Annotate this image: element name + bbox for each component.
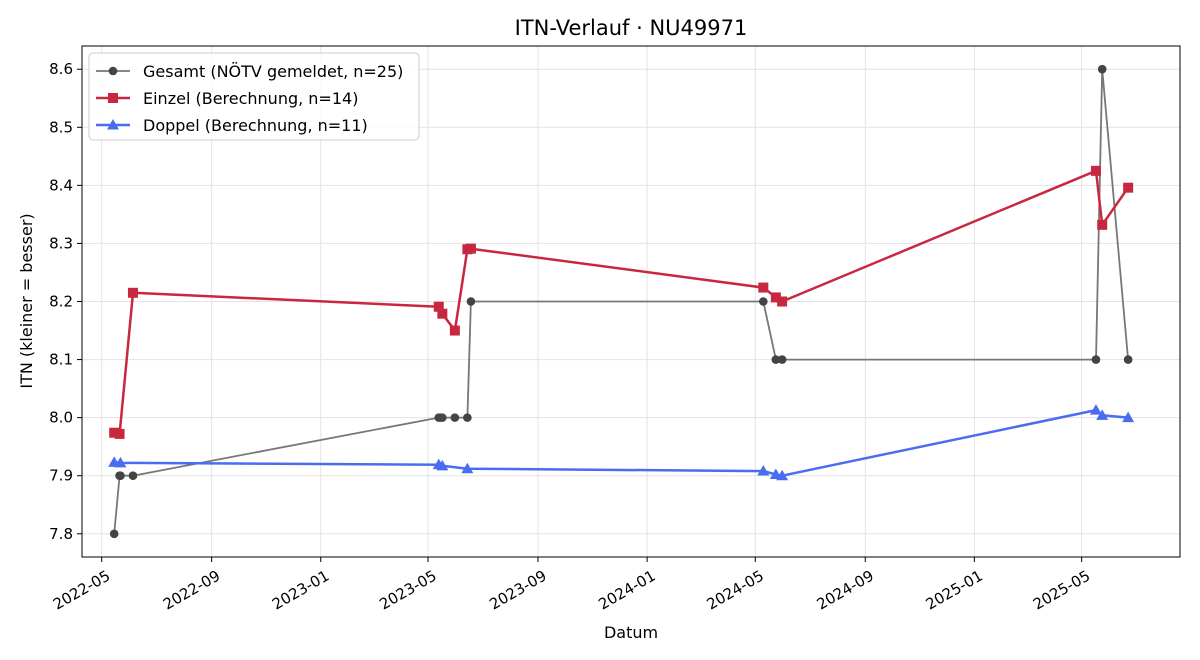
x-axis-label: Datum	[604, 623, 658, 642]
y-tick-label: 7.8	[49, 525, 73, 543]
y-tick-label: 8.2	[49, 293, 73, 311]
data-point-circle	[450, 413, 460, 422]
data-point-circle	[466, 297, 476, 306]
data-point-square	[1123, 182, 1134, 193]
data-point-circle	[116, 471, 125, 481]
series-square	[109, 165, 1134, 439]
data-point-triangle	[461, 462, 474, 474]
legend-marker	[108, 93, 118, 103]
legend-label: Gesamt (NÖTV gemeldet, n=25)	[143, 62, 403, 81]
data-point-triangle	[1096, 409, 1109, 420]
series-layer	[108, 64, 1135, 539]
y-tick-label: 8.0	[49, 409, 73, 427]
series-triangle	[108, 404, 1135, 481]
y-axis-ticks: 7.8 7.9 8.0 8.1 8.2 8.3 8.4 8.5 8.6	[49, 60, 82, 543]
data-point-square	[437, 308, 448, 319]
y-tick-label: 8.5	[49, 118, 73, 136]
series-line-circle	[113, 68, 1129, 534]
data-point-circle	[109, 529, 119, 539]
data-point-circle	[777, 355, 787, 364]
data-point-triangle	[757, 465, 770, 476]
legend-label: Einzel (Berechnung, n=14)	[143, 89, 358, 108]
legend-label: Doppel (Berechnung, n=11)	[143, 116, 368, 135]
y-tick-label: 8.6	[49, 60, 73, 78]
y-tick-label: 8.3	[49, 234, 73, 252]
data-point-square	[758, 282, 769, 293]
data-point-triangle	[114, 456, 127, 468]
y-axis-label: ITN (kleiner = besser)	[17, 213, 36, 388]
legend-marker	[107, 119, 119, 130]
y-tick-label: 8.1	[49, 351, 73, 369]
data-point-square	[449, 325, 460, 336]
data-point-circle	[438, 413, 447, 422]
data-point-circle	[463, 413, 472, 422]
data-point-square	[465, 243, 476, 254]
data-point-circle	[1123, 355, 1133, 364]
series-circle	[109, 64, 1133, 539]
data-point-circle	[128, 471, 138, 481]
data-point-square	[1090, 165, 1101, 176]
y-tick-label: 8.4	[49, 176, 73, 194]
data-point-triangle	[1089, 404, 1102, 415]
data-point-square	[127, 287, 138, 298]
data-point-square	[777, 296, 788, 307]
data-point-square	[114, 428, 125, 439]
data-point-circle	[759, 297, 768, 306]
data-point-square	[770, 292, 781, 303]
data-point-square	[109, 427, 120, 438]
data-point-triangle	[776, 469, 789, 481]
data-point-square	[433, 301, 444, 312]
chart-title: ITN-Verlauf · NU49971	[515, 16, 748, 40]
data-point-triangle	[436, 459, 449, 471]
data-point-circle	[1097, 64, 1107, 74]
data-point-square	[1097, 219, 1108, 230]
y-tick-label: 7.9	[49, 467, 73, 485]
legend: Gesamt (NÖTV gemeldet, n=25) Einzel (Bere…	[88, 52, 420, 141]
data-point-circle	[771, 355, 781, 364]
data-point-circle	[1091, 355, 1101, 364]
data-point-triangle	[1122, 411, 1135, 423]
legend-marker	[108, 66, 118, 76]
legend-box	[88, 52, 420, 141]
